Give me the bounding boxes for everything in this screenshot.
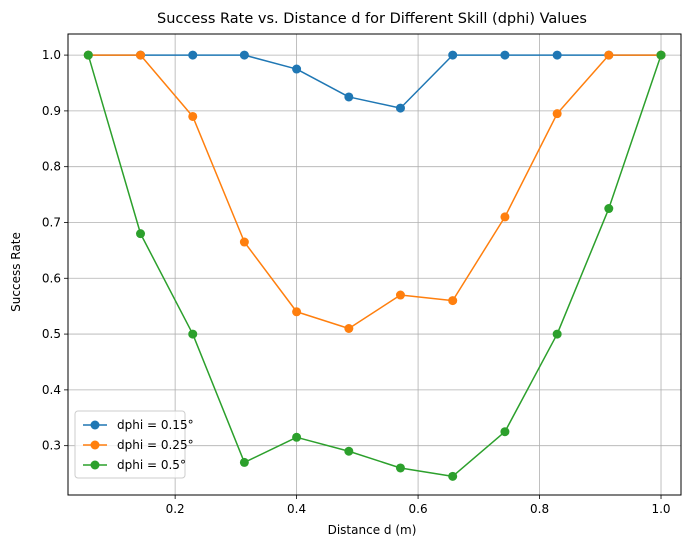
series-2 [83, 50, 666, 333]
data-point [448, 296, 458, 306]
data-point [188, 50, 198, 60]
data-point [136, 229, 146, 239]
data-point [448, 471, 458, 481]
data-point [604, 50, 614, 60]
data-point [500, 50, 510, 60]
data-point [552, 329, 562, 339]
y-tick-label: 0.6 [42, 271, 61, 285]
data-point [344, 323, 354, 333]
legend-marker [90, 460, 100, 470]
data-point [500, 212, 510, 222]
legend-label: dphi = 0.5° [117, 458, 186, 472]
data-point [292, 307, 302, 317]
data-point [552, 109, 562, 119]
series-line [88, 54, 662, 330]
ticks: 0.2 0.4 0.6 0.8 1.0 0.3 0.4 0.5 0.6 0.7 0.8 0.9 1.0 [42, 48, 671, 516]
data-point [344, 446, 354, 456]
x-tick-label: 0.8 [530, 502, 549, 516]
legend-label: dphi = 0.15° [117, 418, 194, 432]
legend-marker [90, 420, 100, 430]
data-point [136, 50, 146, 60]
y-tick-label: 0.4 [42, 383, 61, 397]
series-layer [83, 50, 666, 481]
y-tick-label: 0.3 [42, 439, 61, 453]
y-tick-label: 0.9 [42, 104, 61, 118]
x-tick-label: 0.6 [409, 502, 428, 516]
x-axis-label: Distance d (m) [328, 523, 417, 537]
data-point [83, 50, 93, 60]
data-point [239, 237, 249, 247]
data-point [188, 111, 198, 121]
chart-title: Success Rate vs. Distance d for Differen… [157, 11, 587, 27]
series-1 [83, 50, 666, 113]
data-point [395, 290, 405, 300]
series-line [87, 54, 662, 478]
legend-box [74, 410, 186, 479]
data-point [448, 50, 458, 60]
data-point [188, 329, 198, 339]
y-axis-label: Success Rate [9, 232, 23, 312]
data-point [344, 92, 354, 102]
y-tick-label: 1.0 [42, 48, 61, 62]
plot-frame [67, 33, 682, 496]
y-tick-label: 0.7 [42, 215, 61, 229]
data-point [239, 50, 249, 60]
series-line [88, 54, 662, 109]
x-tick-label: 1.0 [651, 502, 670, 516]
data-point [292, 432, 302, 442]
y-tick-label: 0.8 [42, 160, 61, 174]
y-tick-label: 0.5 [42, 327, 61, 341]
legend: dphi = 0.15° dphi = 0.25° dphi = 0.5° [74, 410, 194, 479]
data-point [239, 457, 249, 467]
series-3 [83, 50, 666, 481]
x-tick-label: 0.2 [166, 502, 185, 516]
data-point [552, 50, 562, 60]
data-point [395, 463, 405, 473]
data-point [292, 64, 302, 74]
legend-label: dphi = 0.25° [117, 438, 194, 452]
legend-marker [90, 440, 100, 450]
data-point [656, 50, 666, 60]
data-point [500, 427, 510, 437]
data-point [604, 204, 614, 214]
data-point [395, 103, 405, 113]
x-tick-label: 0.4 [287, 502, 306, 516]
